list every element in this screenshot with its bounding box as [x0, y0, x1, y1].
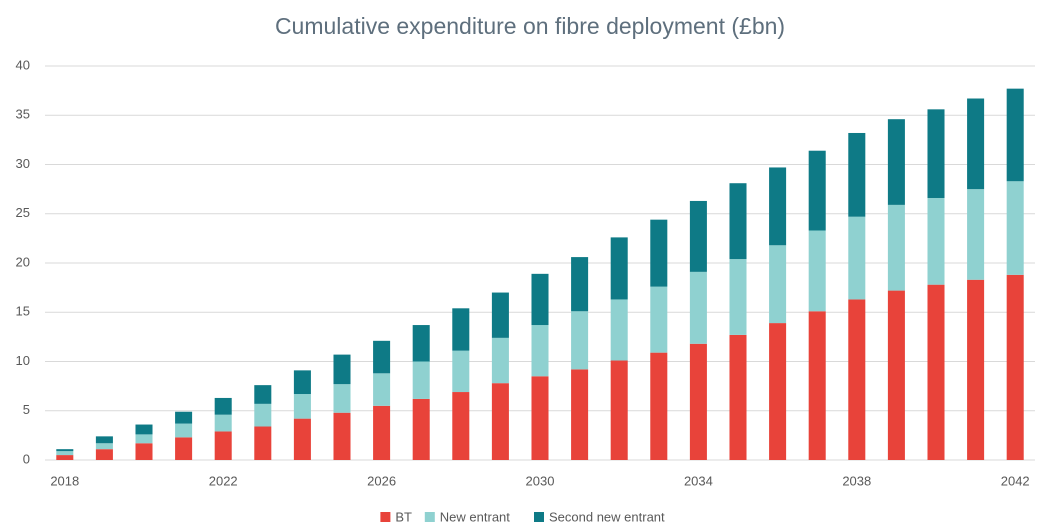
- bar-segment: [887, 204, 905, 291]
- legend-swatch: [424, 512, 435, 522]
- bar-segment: [531, 273, 549, 326]
- bar-segment: [373, 405, 391, 460]
- bar-segment: [293, 370, 311, 395]
- bar-segment: [135, 443, 153, 460]
- bar-segment: [175, 437, 193, 460]
- bar-segment: [1006, 274, 1024, 460]
- bar-segment: [333, 412, 351, 460]
- bar-segment: [254, 385, 272, 404]
- bar-segment: [214, 431, 232, 460]
- bar-segment: [769, 167, 787, 246]
- legend-label: New entrant: [440, 509, 510, 524]
- bar-segment: [808, 311, 826, 460]
- bar-segment: [848, 132, 866, 217]
- chart-title: Cumulative expenditure on fibre deployme…: [275, 13, 785, 39]
- bar-segment: [214, 397, 232, 415]
- bar-segment: [650, 352, 668, 460]
- bar-segment: [808, 150, 826, 231]
- bar-segment: [135, 424, 153, 435]
- bar-segment: [848, 299, 866, 460]
- bar-segment: [95, 436, 113, 444]
- bar-segment: [571, 369, 589, 460]
- bar-segment: [491, 337, 509, 384]
- y-tick-label: 5: [23, 402, 30, 417]
- bar-segment: [491, 292, 509, 338]
- bar-segment: [1006, 88, 1024, 182]
- bar-segment: [95, 449, 113, 460]
- bar-segment: [689, 271, 707, 344]
- bar-segment: [373, 373, 391, 406]
- bar-segment: [650, 286, 668, 353]
- x-tick-label: 2018: [50, 473, 79, 488]
- bar-segment: [333, 354, 351, 385]
- bar-segment: [56, 449, 74, 452]
- y-tick-label: 30: [16, 156, 30, 171]
- bar-segment: [769, 323, 787, 460]
- y-tick-label: 15: [16, 304, 30, 319]
- bar-segment: [333, 384, 351, 413]
- bar-segment: [452, 308, 470, 351]
- x-tick-label: 2042: [1001, 473, 1030, 488]
- bar-segment: [808, 230, 826, 312]
- x-tick-label: 2034: [684, 473, 713, 488]
- bar-segment: [689, 200, 707, 272]
- bar-segment: [729, 183, 747, 260]
- bar-segment: [689, 343, 707, 460]
- bar-segment: [848, 216, 866, 300]
- bar-segment: [610, 237, 628, 300]
- bar-segment: [214, 414, 232, 432]
- bar-segment: [610, 299, 628, 361]
- bar-segment: [967, 98, 985, 190]
- bar-segment: [927, 197, 945, 285]
- bar-segment: [373, 340, 391, 374]
- bar-segment: [927, 109, 945, 198]
- legend-label: BT: [395, 509, 412, 524]
- legend-swatch: [534, 512, 544, 522]
- bar-segment: [452, 392, 470, 460]
- bar-segment: [293, 394, 311, 419]
- bar-segment: [175, 411, 193, 424]
- legend-swatch: [380, 512, 391, 522]
- bar-segment: [1006, 181, 1024, 275]
- bar-segment: [769, 245, 787, 324]
- bar-segment: [571, 257, 589, 312]
- bar-segment: [254, 403, 272, 427]
- bar-segment: [967, 279, 985, 460]
- bar-segment: [967, 189, 985, 280]
- bar-segment: [452, 350, 470, 393]
- bar-segment: [412, 325, 430, 362]
- bar-segment: [887, 119, 905, 205]
- bar-segment: [175, 423, 193, 438]
- y-tick-label: 10: [16, 353, 30, 368]
- y-tick-label: 40: [16, 57, 30, 72]
- bar-segment: [135, 434, 153, 444]
- bar-segment: [610, 360, 628, 460]
- y-tick-label: 25: [16, 205, 30, 220]
- y-tick-label: 35: [16, 107, 30, 122]
- x-tick-label: 2030: [526, 473, 555, 488]
- bar-segment: [531, 376, 549, 460]
- bar-segment: [254, 426, 272, 460]
- bar-segment: [729, 259, 747, 335]
- bar-segment: [95, 443, 113, 450]
- bar-segment: [412, 398, 430, 460]
- bar-segment: [56, 455, 74, 460]
- bar-segment: [650, 219, 668, 287]
- bar-segment: [571, 311, 589, 370]
- bar-segment: [491, 383, 509, 460]
- bar-segment: [531, 325, 549, 377]
- x-tick-label: 2026: [367, 473, 396, 488]
- y-tick-label: 0: [23, 451, 30, 466]
- bar-segment: [927, 284, 945, 460]
- bar-segment: [887, 290, 905, 460]
- bar-segment: [412, 361, 430, 399]
- bar-segment: [729, 334, 747, 460]
- x-tick-label: 2022: [209, 473, 238, 488]
- bar-segment: [293, 418, 311, 460]
- bar-segment: [56, 451, 74, 456]
- legend-label: Second new entrant: [549, 509, 665, 524]
- x-tick-label: 2038: [842, 473, 871, 488]
- y-tick-label: 20: [16, 254, 30, 269]
